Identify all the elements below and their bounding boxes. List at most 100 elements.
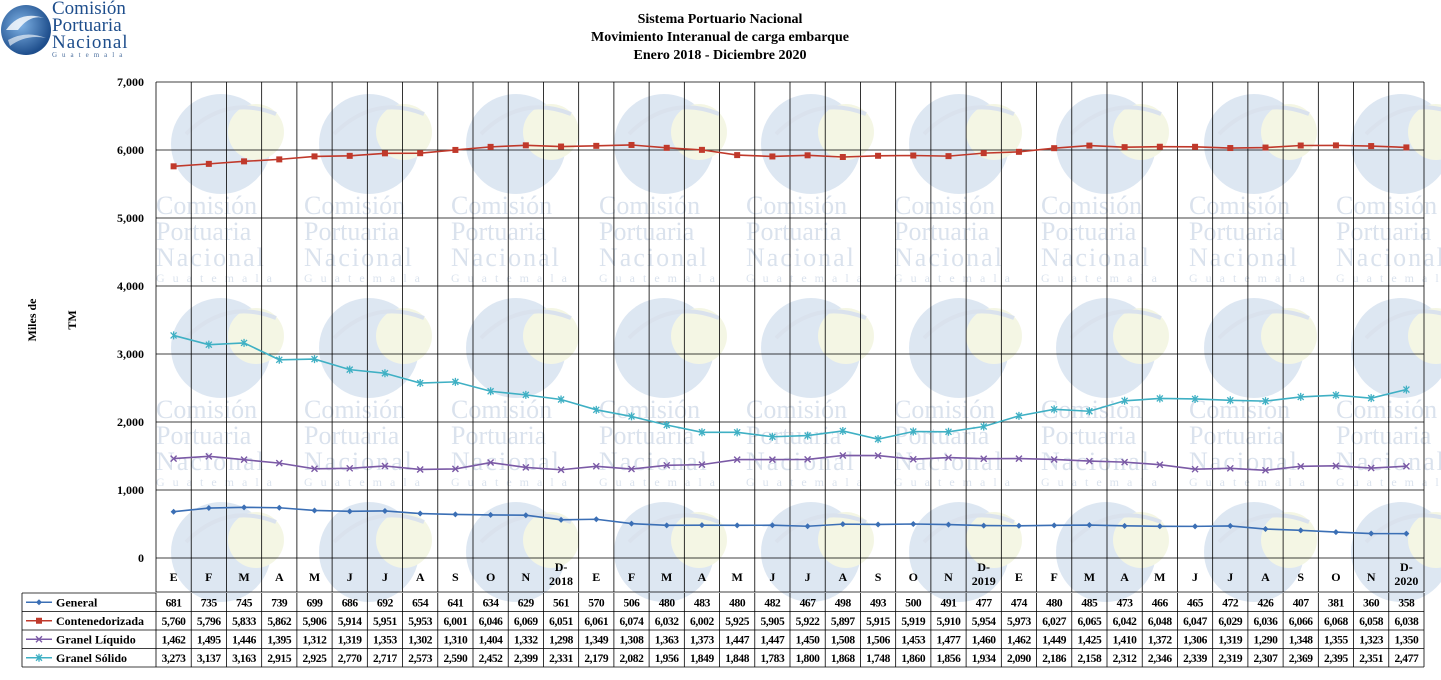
- data-label-granel_liquido: 1,477: [937, 634, 962, 646]
- x-tick-label: A: [838, 570, 847, 584]
- watermark-text: Portuaria: [304, 421, 400, 450]
- data-label-general: 480: [1046, 597, 1063, 609]
- data-point-general: [1368, 530, 1375, 537]
- data-point-general: [1156, 523, 1163, 530]
- data-label-granel_liquido: 1,447: [760, 634, 785, 646]
- data-point-granel_solido: [1085, 407, 1093, 416]
- data-point-granel_solido: [487, 387, 495, 396]
- x-tick-label: A: [275, 570, 284, 584]
- data-point-granel_liquido: [909, 455, 917, 463]
- watermark-text: Nacional: [894, 243, 1004, 272]
- watermark-text: Guatemala: [1189, 271, 1313, 285]
- x-tick-label: E: [1015, 570, 1023, 584]
- data-label-granel_solido: 1,848: [725, 653, 750, 665]
- data-point-general: [170, 508, 177, 515]
- data-point-contenedorizada: [1297, 142, 1304, 149]
- watermark-text: Nacional: [746, 243, 856, 272]
- data-point-granel_liquido: [1332, 462, 1340, 470]
- data-point-general: [663, 522, 670, 529]
- watermark-text: Comisión: [304, 395, 405, 424]
- watermark-globe-icon: [909, 94, 1009, 194]
- x-tick-label: J: [769, 570, 775, 584]
- watermark-wave-icon: [627, 309, 720, 340]
- data-point-granel_liquido: [1402, 462, 1410, 470]
- x-tick-label: S: [452, 570, 459, 584]
- x-tick-label: F: [205, 570, 212, 584]
- legend-marker-granel_solido: [35, 653, 43, 662]
- data-point-granel_liquido: [1226, 464, 1234, 472]
- watermark-wave-icon: [1217, 105, 1310, 136]
- data-label-general: 480: [659, 597, 676, 609]
- data-label-granel_liquido: 1,290: [1254, 634, 1279, 646]
- x-tick-label: N: [1367, 570, 1376, 584]
- data-point-granel_liquido: [1050, 455, 1058, 463]
- watermark-text: Portuaria: [1189, 217, 1285, 246]
- watermark-sun-icon: [966, 104, 1022, 160]
- data-label-granel_liquido: 1,372: [1148, 634, 1173, 646]
- data-label-general: 358: [1398, 597, 1415, 609]
- watermark-wave-icon: [1364, 105, 1441, 136]
- watermark-globe-icon: [466, 94, 566, 194]
- data-label-contenedorizada: 5,922: [796, 616, 821, 628]
- watermark-sun-icon: [671, 104, 727, 160]
- data-point-granel_solido: [275, 355, 283, 364]
- data-point-granel_solido: [522, 390, 530, 399]
- x-tick-label: N: [521, 570, 530, 584]
- data-label-general: 472: [1222, 597, 1239, 609]
- data-label-granel_liquido: 1,506: [866, 634, 891, 646]
- data-point-contenedorizada: [1156, 143, 1163, 150]
- data-label-contenedorizada: 6,002: [690, 616, 715, 628]
- data-label-granel_liquido: 1,410: [1113, 634, 1138, 646]
- series-line-general: [173, 506, 1407, 535]
- watermark-wave-icon: [1364, 309, 1441, 340]
- data-point-granel_solido: [1050, 405, 1058, 414]
- data-label-granel_liquido: 1,447: [725, 634, 750, 646]
- y-tick-label: 5,000: [117, 211, 144, 225]
- data-label-granel_liquido: 1,298: [549, 634, 574, 646]
- data-point-contenedorizada: [522, 142, 529, 149]
- data-point-contenedorizada: [1227, 145, 1234, 152]
- x-tick-label: N: [944, 570, 953, 584]
- data-label-contenedorizada: 5,919: [901, 616, 926, 628]
- watermark-globe-icon: [1056, 94, 1156, 194]
- series-line-contenedorizada: [173, 144, 1407, 168]
- data-label-granel_liquido: 1,312: [303, 634, 328, 646]
- watermark-text: Comisión: [1336, 191, 1437, 220]
- data-label-granel_liquido: 1,319: [338, 634, 363, 646]
- x-tick-label: S: [875, 570, 882, 584]
- watermark-text: Nacional: [894, 447, 1004, 476]
- legend-marker-granel_liquido: [35, 635, 43, 643]
- data-label-granel_solido: 2,590: [443, 653, 468, 665]
- data-point-granel_solido: [698, 428, 706, 437]
- watermark-text: Nacional: [599, 447, 709, 476]
- x-tick-label: J: [382, 570, 388, 584]
- data-label-granel_liquido: 1,306: [1183, 634, 1208, 646]
- watermark-globe-icon: [171, 298, 271, 398]
- x-tick-label: M: [1154, 570, 1165, 584]
- watermark-globe-icon: [761, 298, 861, 398]
- data-point-general: [945, 521, 952, 528]
- data-point-granel_liquido: [733, 456, 741, 464]
- watermark-sun-icon: [228, 104, 284, 160]
- data-label-contenedorizada: 5,906: [303, 616, 328, 628]
- data-point-contenedorizada: [1086, 142, 1093, 149]
- logo-text: Comisión Portuaria Nacional Guatemala: [52, 0, 129, 60]
- data-label-general: 493: [870, 597, 887, 609]
- data-label-contenedorizada: 6,001: [443, 616, 468, 628]
- watermark-globe-icon: [614, 298, 714, 398]
- data-point-granel_liquido: [839, 451, 847, 459]
- data-point-granel_solido: [1332, 391, 1340, 400]
- data-label-granel_solido: 2,395: [1324, 653, 1349, 665]
- data-point-general: [311, 507, 318, 514]
- data-point-granel_solido: [346, 365, 354, 374]
- watermark-globe-icon: [614, 502, 714, 602]
- watermark-text: Portuaria: [746, 217, 842, 246]
- data-point-granel_liquido: [663, 461, 671, 469]
- x-tick-label: A: [1120, 570, 1129, 584]
- data-label-contenedorizada: 5,973: [1007, 616, 1032, 628]
- watermark-text: Comisión: [746, 395, 847, 424]
